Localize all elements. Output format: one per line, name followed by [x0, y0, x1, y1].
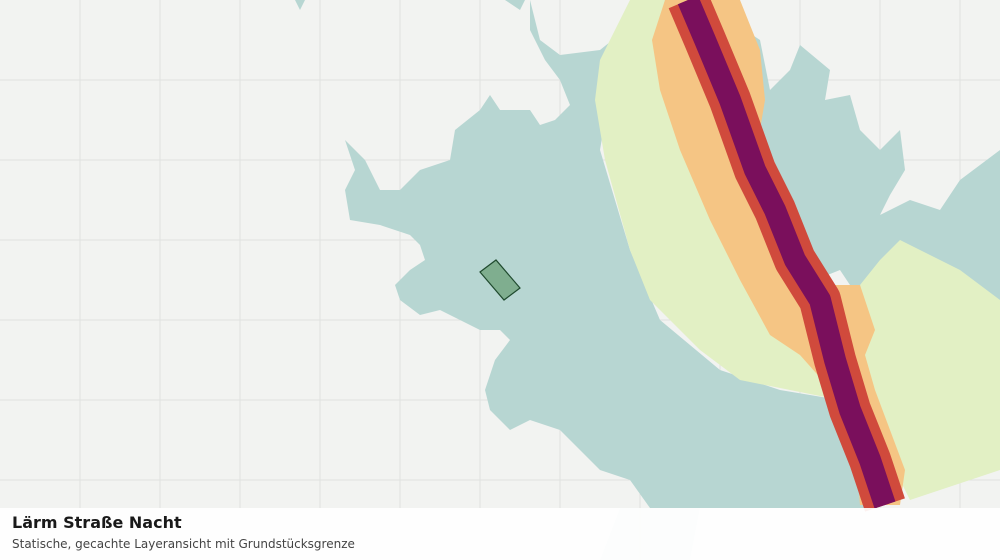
footer-panel — [0, 508, 1000, 560]
map-subtitle: Statische, gecachte Layeransicht mit Gru… — [12, 537, 355, 551]
parcel-boundary — [479, 259, 521, 301]
noise-zone-very-high — [677, 0, 896, 509]
map-title: Lärm Straße Nacht — [12, 513, 182, 532]
noise-zone-low — [595, 0, 1000, 500]
